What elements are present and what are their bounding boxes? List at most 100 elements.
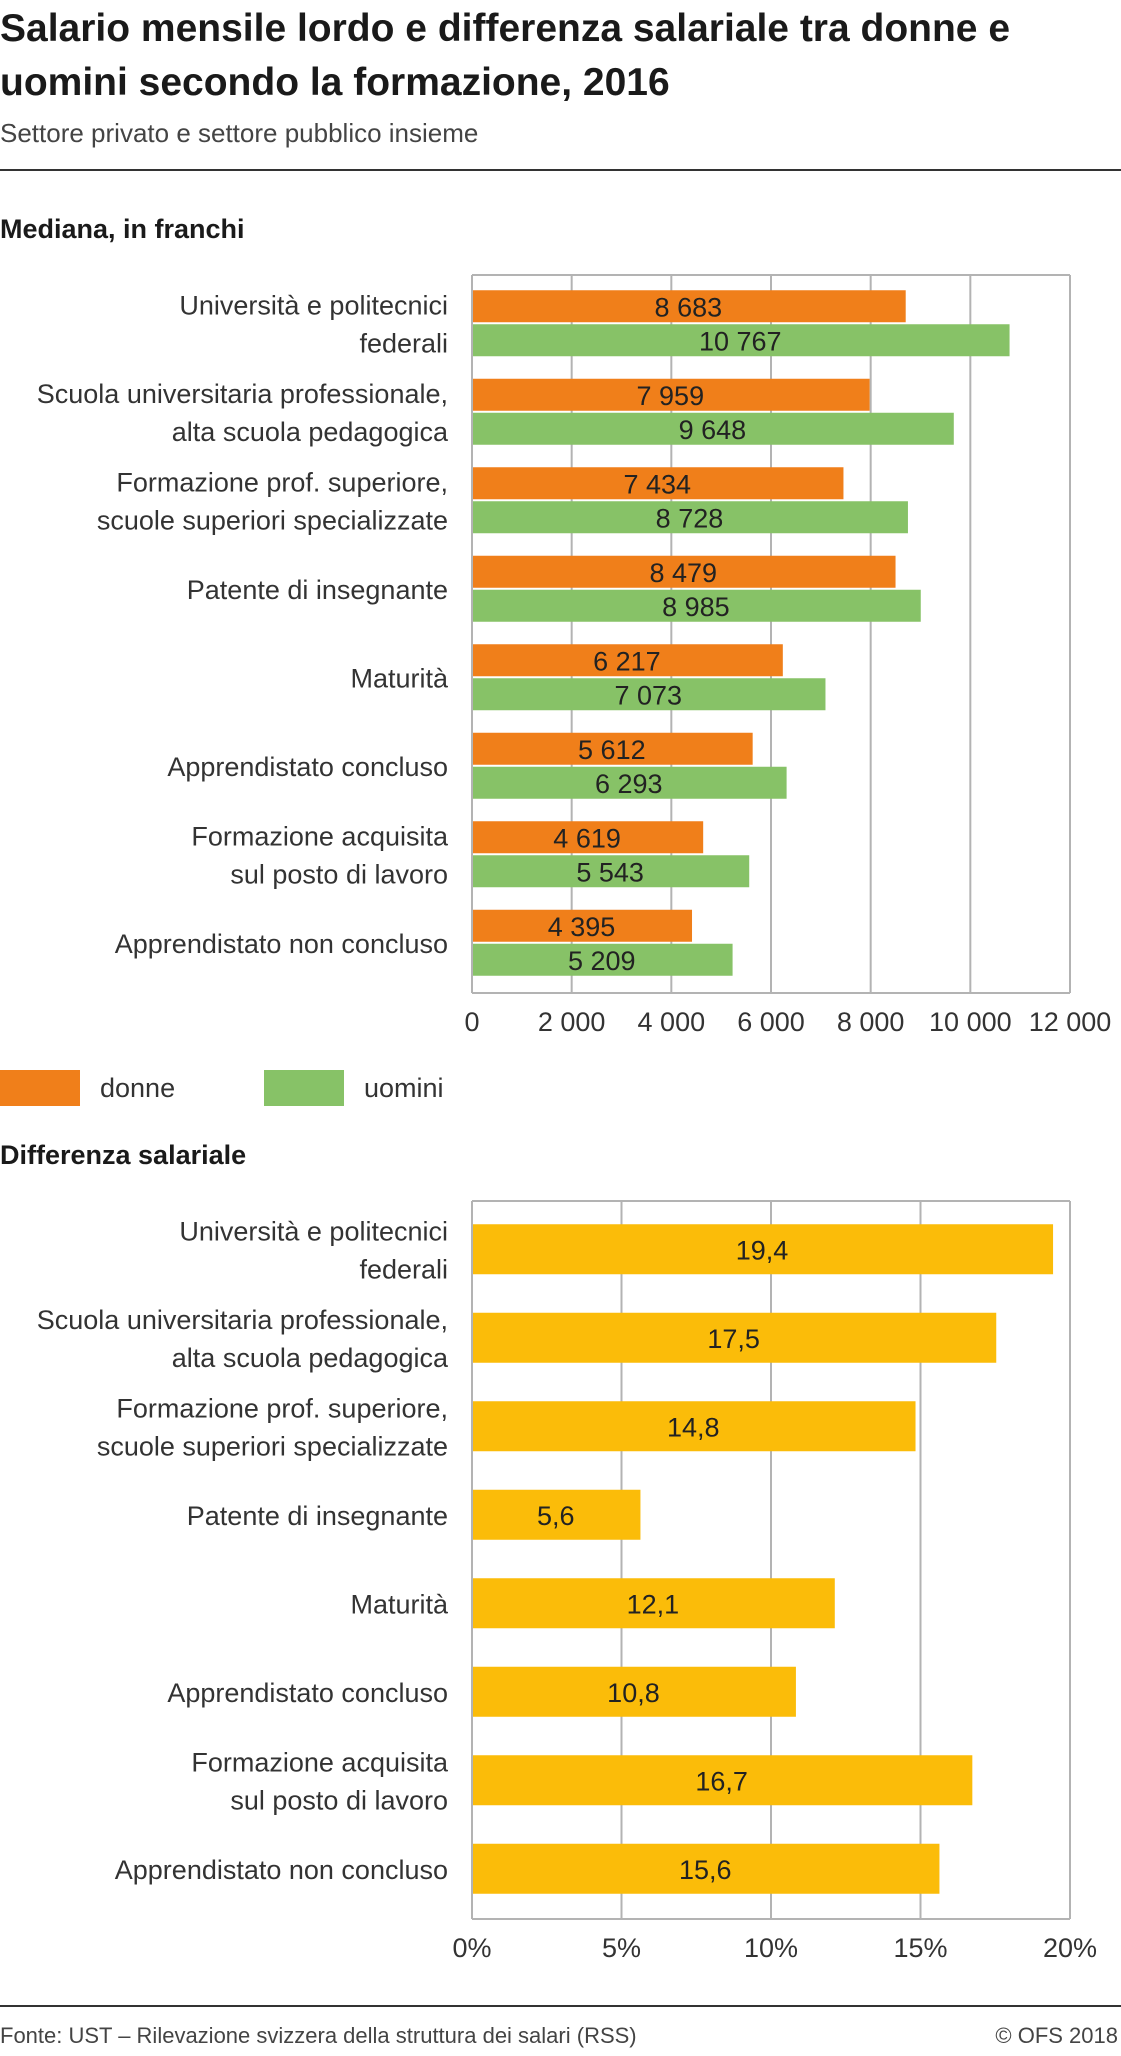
- bar-difference: [473, 1401, 916, 1452]
- category-label: Apprendistato non concluso: [115, 1855, 448, 1885]
- bar-label-uomini: 8 985: [662, 592, 730, 622]
- bar-difference: [473, 1312, 997, 1363]
- bar-label-donne: 4 619: [553, 823, 621, 853]
- x-tick-label-12-000: 12 000: [1029, 1007, 1112, 1037]
- bar-label-difference: 17,5: [707, 1324, 760, 1354]
- x-tick-label-15: 15%: [893, 1933, 947, 1963]
- category-label: scuole superiori specializzate: [97, 505, 448, 535]
- legend-swatch-uomini: [264, 1070, 344, 1106]
- bar-difference: [473, 1755, 973, 1806]
- category-label: federali: [359, 1254, 448, 1284]
- bar-label-uomini: 10 767: [699, 326, 782, 356]
- bar-label-uomini: 5 543: [576, 857, 644, 887]
- category-label: Formazione prof. superiore,: [116, 467, 448, 497]
- x-tick-label-0: 0: [464, 1007, 479, 1037]
- category-label: Apprendistato concluso: [167, 1678, 448, 1708]
- x-tick-label-20: 20%: [1043, 1933, 1097, 1963]
- category-label: Patente di insegnante: [187, 1501, 448, 1531]
- legend-item-donne: donne: [0, 1068, 175, 1108]
- bar-label-difference: 12,1: [627, 1589, 680, 1619]
- category-label: Università e politecnici: [179, 290, 448, 320]
- bar-label-difference: 5,6: [537, 1501, 575, 1531]
- bar-label-difference: 10,8: [607, 1678, 660, 1708]
- bar-donne: [473, 732, 753, 765]
- category-label: Scuola universitaria professionale,: [37, 379, 448, 409]
- copyright: © OFS 2018: [995, 2023, 1118, 2048]
- legend-swatch-donne: [0, 1070, 80, 1106]
- bar-label-uomini: 9 648: [679, 415, 747, 445]
- bar-donne: [473, 644, 783, 677]
- chart-title: Salario mensile lordo e differenza salar…: [0, 7, 1011, 104]
- bar-uomini: [473, 855, 750, 888]
- legend-item-uomini: uomini: [264, 1068, 444, 1108]
- bar-label-uomini: 8 728: [656, 503, 724, 533]
- category-label: Formazione acquisita: [191, 821, 449, 851]
- bar-uomini: [473, 324, 1010, 357]
- x-tick-label-5: 5%: [602, 1933, 641, 1963]
- section-title-difference: Differenza salariale: [0, 1140, 247, 1170]
- bar-label-donne: 4 395: [548, 912, 616, 942]
- bar-label-difference: 15,6: [679, 1855, 732, 1885]
- category-label: Università e politecnici: [179, 1216, 448, 1246]
- bar-donne: [473, 821, 704, 854]
- bar-label-donne: 5 612: [578, 735, 646, 765]
- category-label: federali: [359, 328, 448, 358]
- footer-rule: [0, 2005, 1121, 2007]
- x-tick-label-6-000: 6 000: [737, 1007, 805, 1037]
- bar-donne: [473, 467, 844, 500]
- category-label: Formazione acquisita: [191, 1747, 449, 1777]
- bar-difference: [473, 1489, 641, 1540]
- bar-difference: [473, 1578, 835, 1629]
- category-label: Maturità: [350, 663, 449, 693]
- bar-label-difference: 14,8: [667, 1412, 720, 1442]
- bar-donne: [473, 555, 896, 588]
- section-title-median: Mediana, in franchi: [0, 214, 245, 244]
- category-label: Formazione prof. superiore,: [116, 1393, 448, 1423]
- category-label: scuole superiori specializzate: [97, 1431, 448, 1461]
- x-tick-label-10: 10%: [744, 1933, 798, 1963]
- bar-label-uomini: 7 073: [614, 680, 682, 710]
- x-tick-label-10-000: 10 000: [929, 1007, 1012, 1037]
- x-tick-label-4-000: 4 000: [638, 1007, 706, 1037]
- category-label: alta scuola pedagogica: [172, 417, 449, 447]
- bar-uomini: [473, 678, 826, 711]
- bar-difference: [473, 1843, 940, 1894]
- category-label: sul posto di lavoro: [230, 859, 448, 889]
- source-note: Fonte: UST – Rilevazione svizzera della …: [0, 2023, 637, 2048]
- bar-label-donne: 7 959: [637, 381, 705, 411]
- x-tick-label-8-000: 8 000: [837, 1007, 905, 1037]
- category-label: Scuola universitaria professionale,: [37, 1305, 448, 1335]
- bar-label-donne: 7 434: [623, 469, 691, 499]
- median-salary-chart: 0 2 000 4 000 6 000 8 000 10 000 12 000 Univers…: [37, 274, 1112, 1037]
- bar-donne: [473, 909, 693, 942]
- bar-label-difference: 16,7: [695, 1766, 748, 1796]
- category-label: Apprendistato non concluso: [115, 929, 448, 959]
- bar-label-donne: 8 683: [655, 292, 723, 322]
- x-tick-label-0: 0%: [452, 1933, 491, 1963]
- category-label: sul posto di lavoro: [230, 1785, 448, 1815]
- bar-donne: [473, 378, 870, 411]
- bar-label-uomini: 6 293: [595, 769, 663, 799]
- category-label: Maturità: [350, 1589, 449, 1619]
- category-label: Patente di insegnante: [187, 575, 448, 605]
- bar-uomini: [473, 412, 954, 445]
- category-label: alta scuola pedagogica: [172, 1343, 449, 1373]
- bar-difference: [473, 1224, 1054, 1275]
- bar-uomini: [473, 501, 908, 534]
- x-tick-label-2-000: 2 000: [538, 1007, 606, 1037]
- category-label: Apprendistato concluso: [167, 752, 448, 782]
- wage-gap-chart: 0% 5% 10% 15% 20% Università e politecnici fed…: [37, 1200, 1097, 1963]
- bar-uomini: [473, 943, 733, 976]
- header-rule: [0, 169, 1121, 171]
- legend: donne uomini: [0, 1068, 600, 1108]
- legend-label-donne: donne: [100, 1072, 176, 1103]
- bar-label-donne: 8 479: [649, 558, 717, 588]
- bar-difference: [473, 1666, 796, 1717]
- legend-label-uomini: uomini: [364, 1072, 444, 1103]
- bar-label-difference: 19,4: [736, 1235, 789, 1265]
- bar-uomini: [473, 589, 921, 622]
- bar-donne: [473, 290, 906, 323]
- bar-label-donne: 6 217: [593, 646, 661, 676]
- chart-subtitle: Settore privato e settore pubblico insie…: [0, 118, 479, 148]
- bar-uomini: [473, 766, 787, 799]
